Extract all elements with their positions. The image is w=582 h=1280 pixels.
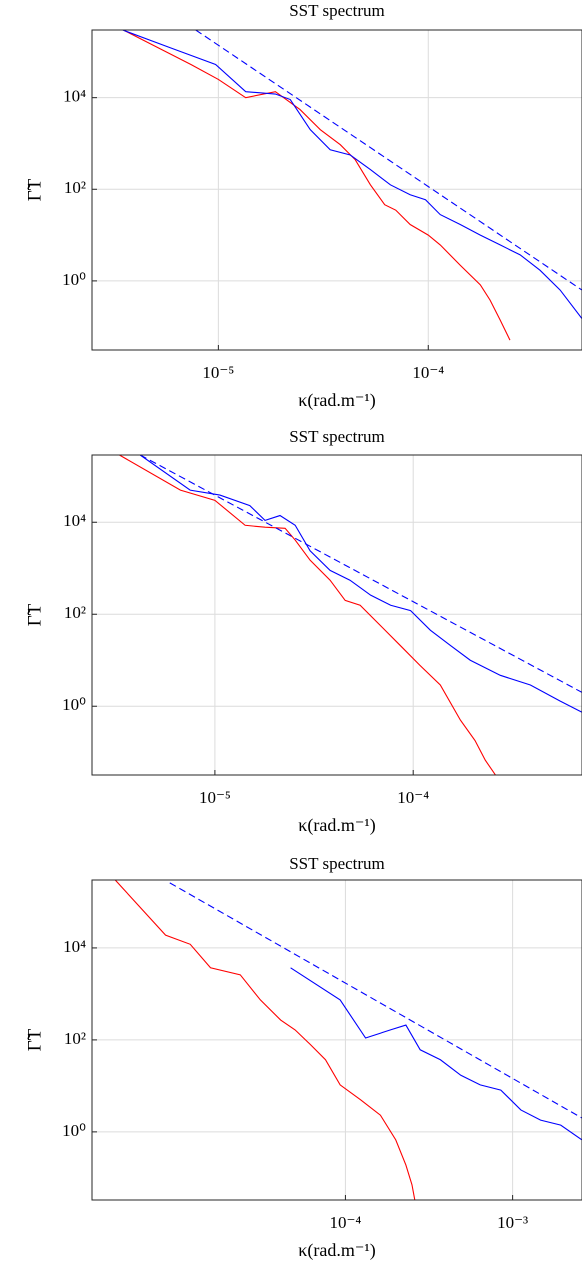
y-tick-label: 10⁰ xyxy=(62,695,86,714)
spectrum-line xyxy=(122,30,582,319)
x-axis-label: κ(rad.m⁻¹) xyxy=(298,815,375,836)
x-tick-label: 10⁻⁴ xyxy=(329,1213,361,1232)
axes-frame xyxy=(91,879,582,1201)
spectrum-line xyxy=(139,455,582,713)
axes-frame xyxy=(91,29,582,351)
spectrum-line xyxy=(290,967,582,1141)
x-tick-label: 10⁻⁵ xyxy=(202,363,234,382)
y-tick-label: 10⁴ xyxy=(63,87,86,106)
x-tick-label: 10⁻³ xyxy=(497,1213,528,1232)
spectrum-line xyxy=(119,455,496,775)
y-axis-label: Γ̃T xyxy=(24,1028,45,1051)
y-tick-label: 10⁰ xyxy=(62,1121,86,1140)
subplot: 10⁻⁵ 10⁻⁴ 10⁰ 10² 10⁴ SST spectrum κ(rad.m⁻¹) Γ… xyxy=(24,427,582,836)
y-tick-label: 10² xyxy=(64,603,86,622)
x-tick-label: 10⁻⁴ xyxy=(397,788,429,807)
y-axis-label: Γ̃T xyxy=(24,603,45,626)
dashed-line xyxy=(169,882,582,1119)
y-tick-label: 10² xyxy=(64,178,86,197)
dashed-line xyxy=(195,30,582,291)
axes-frame xyxy=(91,454,582,776)
chart-title: SST spectrum xyxy=(289,427,385,446)
x-axis-label: κ(rad.m⁻¹) xyxy=(298,1240,375,1261)
x-axis-label: κ(rad.m⁻¹) xyxy=(298,390,375,411)
dashed-line xyxy=(139,455,582,693)
y-tick-label: 10² xyxy=(64,1029,86,1048)
subplot: 10⁻⁴ 10⁻³ 10⁰ 10² 10⁴ SST spectrum κ(rad.m⁻¹) Γ… xyxy=(24,854,582,1261)
chart-title: SST spectrum xyxy=(289,854,385,873)
y-tick-label: 10⁴ xyxy=(63,937,86,956)
y-tick-label: 10⁴ xyxy=(63,511,86,530)
x-tick-label: 10⁻⁴ xyxy=(412,363,444,382)
y-tick-label: 10⁰ xyxy=(62,270,86,289)
spectrum-line xyxy=(114,880,416,1200)
y-axis-label: Γ̃T xyxy=(24,178,45,201)
spectrum-line xyxy=(122,30,511,341)
x-tick-label: 10⁻⁵ xyxy=(199,788,231,807)
subplot: 10⁻⁵ 10⁻⁴ 10⁰ 10² 10⁴ SST spectrum κ(rad.m⁻¹) Γ… xyxy=(24,1,582,411)
chart-title: SST spectrum xyxy=(289,1,385,20)
